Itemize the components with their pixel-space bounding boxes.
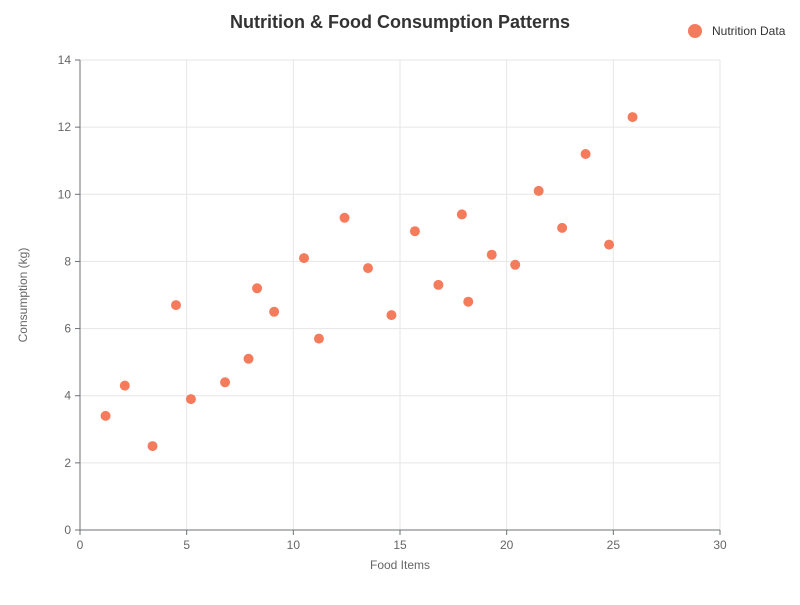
x-tick-label: 25 — [607, 538, 621, 552]
data-point[interactable] — [580, 149, 591, 159]
data-point[interactable] — [510, 259, 521, 270]
y-tick-label: 10 — [58, 187, 72, 201]
chart-title: Nutrition & Food Consumption Patterns — [230, 12, 570, 32]
y-axis-label: Consumption (kg) — [16, 248, 30, 343]
data-point[interactable] — [100, 410, 111, 421]
x-tick-label: 30 — [713, 538, 727, 552]
legend-marker[interactable] — [688, 24, 702, 38]
data-point[interactable] — [299, 253, 309, 264]
data-point[interactable] — [386, 310, 397, 321]
x-tick-label: 10 — [287, 538, 301, 552]
data-point[interactable] — [604, 239, 615, 250]
data-point[interactable] — [339, 212, 350, 223]
data-point[interactable] — [252, 283, 263, 294]
data-point[interactable] — [243, 353, 254, 364]
x-tick-label: 15 — [393, 538, 407, 552]
x-tick-label: 0 — [77, 538, 84, 552]
y-tick-label: 12 — [58, 120, 72, 134]
data-point[interactable] — [147, 441, 158, 452]
data-point[interactable] — [433, 279, 444, 290]
y-tick-label: 4 — [64, 389, 71, 403]
x-tick-label: 20 — [500, 538, 514, 552]
y-tick-label: 2 — [64, 456, 71, 470]
data-point[interactable] — [463, 296, 474, 307]
data-points — [100, 112, 638, 452]
data-point[interactable] — [185, 394, 196, 405]
data-point[interactable] — [557, 222, 568, 233]
x-axis-label: Food Items — [370, 558, 430, 572]
y-tick-label: 8 — [64, 254, 71, 268]
data-point[interactable] — [627, 112, 638, 123]
data-point[interactable] — [409, 226, 420, 237]
data-point[interactable] — [220, 377, 231, 388]
x-tick-label: 5 — [183, 538, 190, 552]
data-point[interactable] — [313, 333, 324, 344]
data-point[interactable] — [456, 209, 467, 220]
grid — [80, 59, 721, 530]
data-point[interactable] — [486, 249, 497, 260]
y-tick-label: 0 — [64, 523, 71, 537]
y-tick-label: 6 — [64, 322, 71, 336]
data-point[interactable] — [119, 380, 130, 391]
data-point[interactable] — [171, 300, 181, 311]
data-point[interactable] — [363, 263, 373, 274]
data-point[interactable] — [533, 185, 544, 196]
y-tick-label: 14 — [58, 53, 72, 67]
legend-label[interactable]: Nutrition Data — [712, 24, 786, 38]
data-point[interactable] — [269, 306, 280, 317]
axes: 0 5 10 15 20 25 30 0 2 4 6 8 10 12 14 — [58, 53, 727, 552]
legend[interactable]: Nutrition Data — [688, 24, 786, 38]
